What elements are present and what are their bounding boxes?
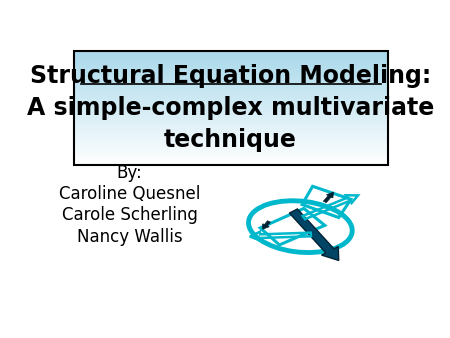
FancyArrow shape [289, 209, 339, 261]
Bar [74, 96, 387, 98]
Bar [74, 125, 387, 127]
Bar [74, 50, 387, 52]
Bar [74, 72, 387, 74]
Bar [74, 99, 387, 101]
Bar [74, 122, 387, 124]
Text: technique: technique [164, 128, 297, 152]
Bar [74, 161, 387, 163]
Text: Structural Equation Modeling:: Structural Equation Modeling: [30, 64, 431, 88]
Bar [74, 144, 387, 145]
Bar [74, 59, 387, 61]
Bar [74, 153, 387, 155]
Bar [74, 82, 387, 84]
Bar [74, 134, 387, 136]
Bar [74, 136, 387, 138]
Text: By:: By: [117, 164, 142, 182]
Bar [74, 51, 387, 166]
Bar [74, 162, 387, 164]
Bar [74, 86, 387, 88]
Bar [74, 146, 387, 148]
Bar [74, 88, 387, 90]
Bar [74, 57, 387, 59]
Text: Carole Scherling: Carole Scherling [62, 206, 198, 224]
Bar [74, 109, 387, 111]
Bar [74, 130, 387, 132]
Bar [74, 156, 387, 158]
Bar [74, 103, 387, 105]
Bar [74, 73, 387, 75]
Bar [74, 100, 387, 102]
Bar [74, 106, 387, 108]
Bar [74, 155, 387, 157]
Bar [74, 95, 387, 97]
Bar [74, 66, 387, 68]
Bar [74, 91, 387, 93]
Bar [74, 159, 387, 161]
Bar [74, 129, 387, 131]
Bar [74, 111, 387, 113]
Bar [74, 145, 387, 147]
Bar [74, 149, 387, 151]
Bar [74, 78, 387, 79]
FancyArrow shape [263, 221, 270, 229]
Bar [74, 135, 387, 137]
Bar [74, 69, 387, 71]
Bar [74, 139, 387, 141]
Bar [74, 92, 387, 94]
Bar [74, 93, 387, 95]
Bar [74, 164, 387, 166]
FancyArrow shape [324, 192, 333, 203]
Bar [74, 71, 387, 72]
Bar [74, 89, 387, 91]
Bar [74, 79, 387, 81]
Bar [74, 85, 387, 87]
Bar [74, 121, 387, 123]
Bar [74, 119, 387, 121]
Bar [74, 126, 387, 128]
Bar [74, 83, 387, 85]
Bar [74, 80, 387, 82]
Bar [74, 128, 387, 130]
Bar [74, 132, 387, 134]
Bar [74, 76, 387, 78]
Text: Nancy Wallis: Nancy Wallis [76, 227, 182, 245]
Bar [74, 62, 387, 64]
Bar [74, 105, 387, 107]
Bar [74, 138, 387, 140]
Bar [74, 152, 387, 154]
Bar [74, 114, 387, 115]
Bar [74, 56, 387, 58]
Bar [74, 151, 387, 152]
Text: Caroline Quesnel: Caroline Quesnel [59, 185, 200, 203]
Bar [74, 112, 387, 114]
Bar [74, 75, 387, 77]
Bar [74, 142, 387, 144]
Bar [74, 141, 387, 143]
Bar [74, 148, 387, 150]
Text: A simple-complex multivariate: A simple-complex multivariate [27, 96, 434, 120]
Bar [74, 98, 387, 100]
Bar [74, 108, 387, 110]
Bar [74, 52, 387, 54]
Bar [74, 118, 387, 120]
Bar [74, 63, 387, 65]
Bar [74, 115, 387, 117]
Bar [74, 55, 387, 57]
Bar [74, 61, 387, 63]
Bar [74, 68, 387, 70]
Bar [74, 53, 387, 55]
Bar [74, 158, 387, 160]
Bar [74, 116, 387, 118]
Bar [74, 123, 387, 125]
Bar [74, 65, 387, 67]
Bar [74, 102, 387, 104]
